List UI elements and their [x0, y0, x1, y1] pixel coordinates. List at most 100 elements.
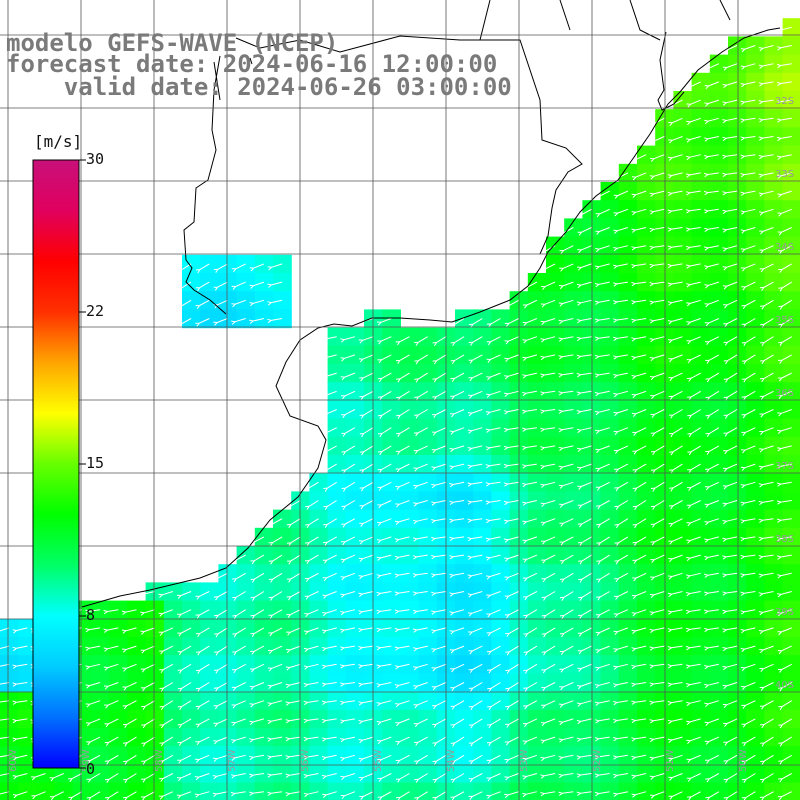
wind-arrow [704, 299, 720, 308]
wind-arrow [412, 627, 428, 633]
wind-arrow [340, 390, 356, 400]
wind-speed-cell [309, 673, 329, 693]
wind-speed-cell [546, 746, 565, 765]
wind-speed-cell [109, 600, 128, 620]
wind-speed-cell [709, 345, 729, 365]
wind-arrow [377, 773, 392, 782]
wind-speed-cell [637, 691, 656, 711]
wind-arrow [685, 208, 701, 214]
wind-arrow [449, 554, 465, 560]
wind-speed-cell [546, 254, 565, 274]
wind-speed-cell [127, 746, 147, 765]
wind-speed-cell [182, 782, 201, 800]
wind-arrow [777, 208, 792, 217]
wind-arrow [250, 609, 265, 620]
wind-arrow [686, 372, 701, 382]
wind-arrow [650, 518, 665, 528]
wind-speed-cell [382, 600, 401, 620]
wind-arrow [85, 627, 101, 633]
wind-arrow [614, 536, 629, 547]
wind-speed-cell [691, 436, 711, 456]
wind-speed-cell [18, 691, 37, 711]
wind-arrow [195, 718, 210, 728]
wind-speed-cell [637, 254, 656, 274]
wind-speed-cell [218, 764, 238, 784]
wind-speed-cell [691, 364, 711, 383]
wind-speed-cell [673, 91, 693, 110]
wind-arrow [231, 281, 246, 290]
wind-speed-cell [473, 673, 492, 693]
wind-arrow [632, 518, 647, 529]
wind-arrow [776, 63, 792, 69]
wind-arrow [121, 609, 137, 615]
wind-arrow [741, 791, 756, 800]
wind-arrow [559, 500, 574, 508]
wind-speed-cell [618, 637, 638, 656]
wind-speed-cell [91, 728, 110, 747]
wind-arrow [358, 682, 374, 687]
wind-arrow [431, 427, 447, 436]
wind-speed-cell [182, 254, 201, 274]
wind-speed-cell [746, 491, 765, 511]
wind-speed-cell [746, 509, 765, 529]
wind-speed-cell [564, 345, 583, 365]
wind-arrow [758, 500, 774, 506]
wind-speed-cell [600, 364, 620, 383]
wind-speed-cell [145, 709, 165, 729]
wind-arrow [177, 682, 192, 692]
wind-arrow [394, 554, 410, 561]
wind-speed-cell [637, 764, 656, 784]
wind-speed-cell [709, 782, 729, 800]
wind-speed-cell [163, 655, 183, 674]
wind-speed-cell [564, 655, 583, 674]
wind-speed-cell [637, 218, 656, 238]
wind-arrow [104, 791, 119, 800]
wind-arrow [231, 718, 246, 726]
wind-arrow [358, 536, 374, 545]
wind-speed-cell [728, 436, 747, 456]
wind-speed-cell [709, 182, 729, 201]
wind-arrow [303, 754, 319, 760]
wind-speed-cell [382, 782, 401, 800]
wind-arrow [632, 554, 647, 564]
wind-arrow [141, 718, 155, 729]
wind-speed-cell [546, 782, 565, 800]
wind-speed-cell [618, 728, 638, 747]
wind-speed-cell [527, 273, 547, 292]
wind-arrow [541, 572, 556, 583]
wind-arrow [214, 627, 228, 638]
wind-arrow [576, 281, 592, 289]
wind-speed-cell [491, 345, 511, 365]
wind-arrow [577, 245, 592, 254]
wind-arrow [594, 773, 610, 778]
wind-speed-cell [600, 746, 620, 765]
wind-arrow [486, 773, 501, 782]
wind-speed-cell [746, 54, 765, 74]
wind-speed-cell [327, 746, 347, 765]
wind-arrow [631, 263, 647, 269]
wind-arrow [523, 627, 538, 638]
wind-speed-cell [728, 182, 747, 201]
wind-speed-cell [491, 418, 511, 438]
wind-arrow [540, 536, 556, 545]
wind-speed-cell [546, 764, 565, 784]
wind-arrow [432, 718, 447, 728]
wind-speed-cell [564, 673, 583, 693]
wind-speed-cell [455, 728, 474, 747]
wind-arrow [649, 682, 665, 687]
wind-arrow [704, 663, 719, 670]
wind-speed-cell [546, 309, 565, 329]
wind-arrow [740, 627, 756, 634]
wind-speed-cell [709, 618, 729, 638]
wind-speed-cell [455, 709, 474, 729]
wind-speed-cell [327, 418, 347, 438]
wind-arrow [432, 336, 447, 347]
wind-arrow [340, 682, 355, 687]
wind-speed-cell [254, 709, 274, 729]
wind-arrow [668, 354, 683, 363]
wind-arrow [449, 409, 465, 418]
wind-speed-cell [109, 655, 128, 674]
wind-arrow [668, 372, 683, 382]
wind-arrow [286, 591, 301, 601]
wind-arrow [723, 318, 738, 328]
